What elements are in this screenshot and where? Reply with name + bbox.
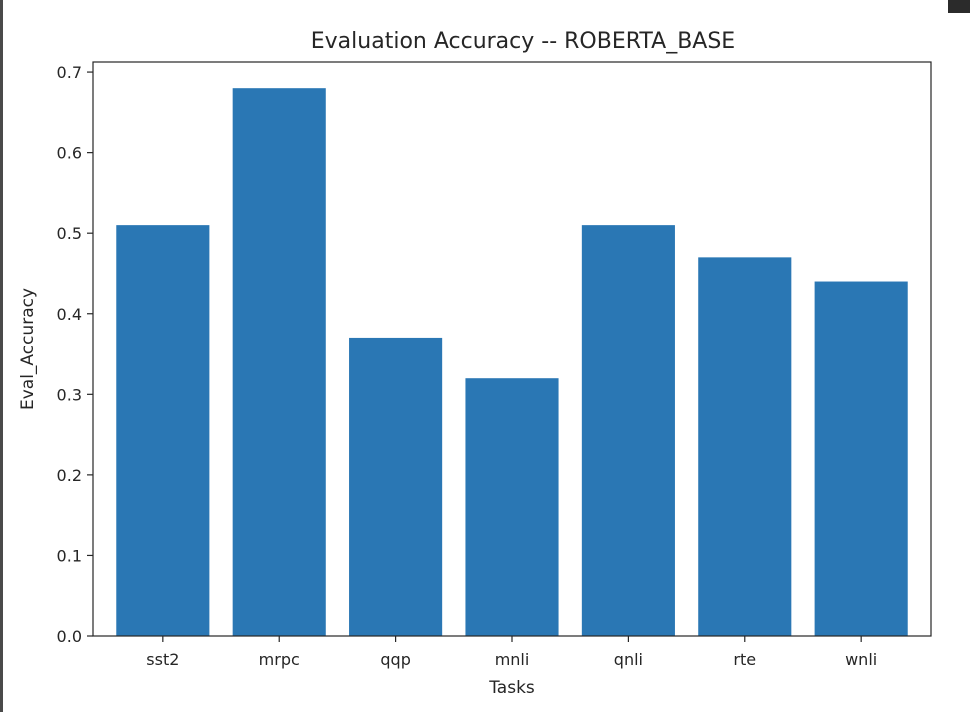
y-axis-label: Eval_Accuracy <box>18 288 38 410</box>
bars-group <box>116 88 908 637</box>
x-tick-label-qqp: qqp <box>380 650 410 669</box>
x-tick-label-rte: rte <box>733 650 756 669</box>
bar-rte <box>698 257 792 636</box>
bar-mrpc <box>232 88 326 637</box>
y-axis-ticks: 0.0 0.1 0.2 0.3 0.4 0.5 0.6 0.7 <box>57 63 93 646</box>
x-tick-label-wnli: wnli <box>845 650 877 669</box>
bar-sst2 <box>116 225 210 636</box>
x-axis-ticks: sst2 mrpc qqp mnli qnli rte wnli <box>146 636 877 669</box>
y-tick-label: 0.5 <box>57 224 82 243</box>
y-tick-label: 0.7 <box>57 63 82 82</box>
bar-wnli <box>814 281 908 636</box>
y-tick-label: 0.6 <box>57 144 82 163</box>
x-tick-label-sst2: sst2 <box>146 650 179 669</box>
bar-qnli <box>581 225 675 636</box>
x-tick-label-mnli: mnli <box>495 650 530 669</box>
bar-qqp <box>349 337 443 636</box>
x-axis-label: Tasks <box>488 678 535 698</box>
x-tick-label-mrpc: mrpc <box>259 650 300 669</box>
x-tick-label-qnli: qnli <box>614 650 643 669</box>
y-tick-label: 0.4 <box>57 305 82 324</box>
y-tick-label: 0.0 <box>57 627 82 646</box>
window-frame-edge <box>0 0 3 712</box>
bar-mnli <box>465 378 559 636</box>
y-tick-label: 0.3 <box>57 385 82 404</box>
y-tick-label: 0.1 <box>57 546 82 565</box>
window-corner-widget <box>948 0 970 13</box>
y-tick-label: 0.2 <box>57 466 82 485</box>
chart-title: Evaluation Accuracy -- ROBERTA_BASE <box>311 29 735 54</box>
